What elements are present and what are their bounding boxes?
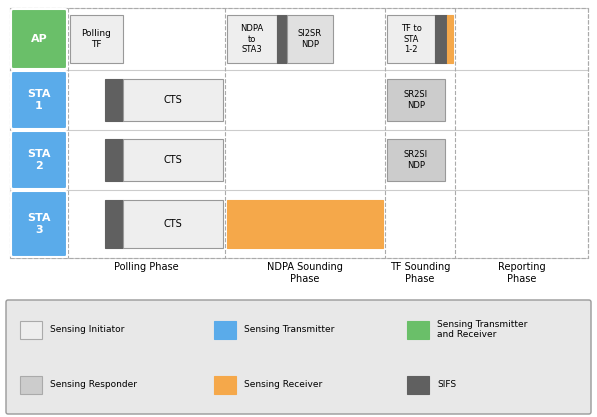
Bar [214, 321, 236, 339]
Bar [447, 15, 453, 63]
Bar [10, 8, 588, 258]
FancyBboxPatch shape [11, 71, 67, 129]
Bar [387, 139, 445, 181]
FancyBboxPatch shape [6, 300, 591, 414]
Bar [123, 79, 223, 121]
Bar [227, 200, 383, 248]
Text: SIFS: SIFS [438, 380, 457, 389]
Text: SR2SI
NDP: SR2SI NDP [404, 150, 428, 170]
Bar [105, 79, 123, 121]
Bar [407, 321, 429, 339]
Text: AP: AP [30, 34, 47, 44]
Text: STA
1: STA 1 [27, 89, 51, 111]
Text: Polling Phase: Polling Phase [114, 262, 179, 272]
Bar [435, 15, 447, 63]
Bar [70, 15, 123, 63]
Bar [277, 15, 287, 63]
Text: SR2SI
NDP: SR2SI NDP [404, 90, 428, 110]
Bar [20, 375, 42, 394]
Text: NDPA Sounding
Phase: NDPA Sounding Phase [267, 262, 343, 284]
Bar [287, 15, 333, 63]
Bar [214, 375, 236, 394]
FancyBboxPatch shape [11, 191, 67, 257]
Bar [123, 200, 223, 248]
Text: TF to
STA
1-2: TF to STA 1-2 [401, 24, 421, 54]
Bar [227, 15, 277, 63]
Text: CTS: CTS [164, 95, 182, 105]
Text: Sensing Receiver: Sensing Receiver [244, 380, 322, 389]
Bar [407, 375, 429, 394]
Text: Sensing Responder: Sensing Responder [50, 380, 137, 389]
Text: NDPA
to
STA3: NDPA to STA3 [241, 24, 264, 54]
Text: Reporting
Phase: Reporting Phase [498, 262, 545, 284]
Text: STA
2: STA 2 [27, 149, 51, 171]
Text: Sensing Initiator: Sensing Initiator [50, 325, 124, 334]
Text: Sensing Transmitter: Sensing Transmitter [244, 325, 334, 334]
Bar [387, 79, 445, 121]
Bar [105, 200, 123, 248]
Text: Sensing Transmitter
and Receiver: Sensing Transmitter and Receiver [438, 320, 528, 339]
FancyBboxPatch shape [11, 131, 67, 189]
Bar [387, 15, 435, 63]
Text: Polling
TF: Polling TF [82, 29, 112, 49]
Bar [105, 139, 123, 181]
Bar [123, 139, 223, 181]
FancyBboxPatch shape [11, 9, 67, 69]
Bar [20, 321, 42, 339]
Text: CTS: CTS [164, 219, 182, 229]
Text: TF Sounding
Phase: TF Sounding Phase [390, 262, 450, 284]
Text: SI2SR
NDP: SI2SR NDP [298, 29, 322, 49]
Text: CTS: CTS [164, 155, 182, 165]
Text: STA
3: STA 3 [27, 213, 51, 235]
